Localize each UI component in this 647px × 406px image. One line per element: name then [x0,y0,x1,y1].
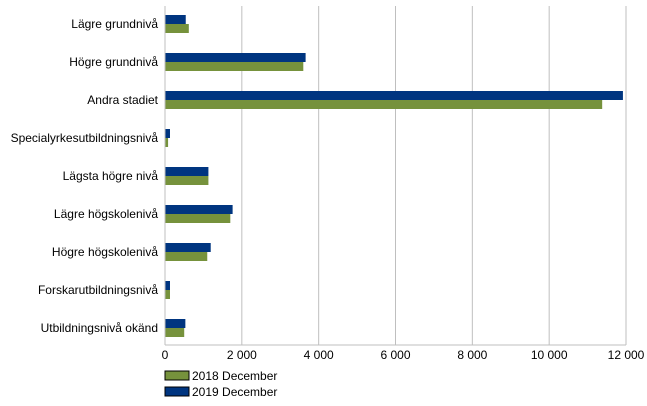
category-label: Lägsta högre nivå [63,169,159,183]
bar-2019-2 [165,91,623,100]
category-label: Lägre högskolenivå [54,207,158,221]
legend-swatch [164,386,190,397]
category-label: Högre grundnivå [69,55,158,69]
category-label: Forskarutbildningsnivå [38,283,158,297]
x-tick-label: 0 [162,348,169,362]
bar-2019-5 [165,205,233,214]
tick-labels: 0 2 000 4 000 6 000 8 000 10 000 12 000 [162,348,645,362]
category-label: Högre högskolenivå [52,245,158,259]
bar-2019-1 [165,53,306,62]
legend: 2018 December 2019 December [164,369,277,399]
bar-2018-4 [165,176,209,185]
bar-2019-3 [165,129,170,138]
category-label: Andra stadiet [87,93,158,107]
bar-2019-8 [165,319,186,328]
bar-2018-3 [165,138,169,147]
bar-2018-6 [165,252,208,261]
bar-2018-5 [165,214,231,223]
bar-2018-7 [165,290,170,299]
bars [165,15,623,337]
legend-label: 2019 December [192,385,277,399]
x-tick-label: 10 000 [531,348,568,362]
category-labels: Lägre grundnivå Högre grundnivå Andra stad… [11,17,159,335]
category-label: Specialyrkesutbildningsnivå [11,131,159,145]
bar-2018-8 [165,328,185,337]
bar-2019-4 [165,167,209,176]
category-label: Lägre grundnivå [71,17,158,31]
bar-2018-2 [165,100,603,109]
bar-2019-0 [165,15,186,24]
x-tick-label: 8 000 [457,348,487,362]
bar-2019-6 [165,243,211,252]
legend-swatch [164,370,190,381]
axes [164,6,626,346]
x-tick-label: 2 000 [227,348,257,362]
bar-2018-0 [165,24,189,33]
x-tick-label: 6 000 [380,348,410,362]
x-tick-label: 12 000 [608,348,645,362]
bar-2019-7 [165,281,170,290]
legend-label: 2018 December [192,369,277,383]
bar-2018-1 [165,62,304,71]
grid-lines [241,6,627,345]
x-tick-label: 4 000 [304,348,334,362]
category-label: Utbildningsnivå okänd [41,321,158,335]
